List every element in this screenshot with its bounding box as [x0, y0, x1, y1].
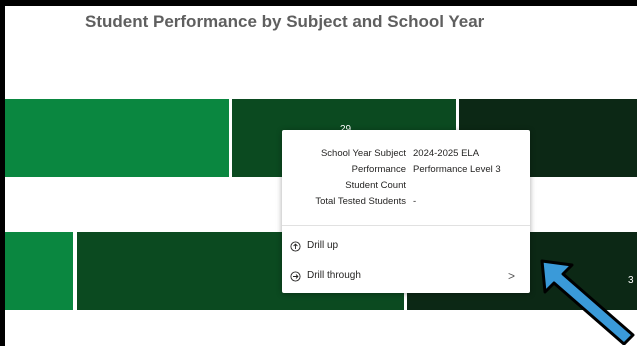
drill-through-label: Drill through	[307, 270, 361, 281]
data-point-tooltip: School Year Subject 2024-2025 ELA Perfor…	[282, 130, 530, 293]
drill-through-icon	[290, 264, 301, 288]
tooltip-value: Performance Level 3	[413, 164, 501, 175]
tooltip-divider	[282, 225, 530, 226]
tooltip-value: -	[413, 196, 417, 207]
tooltip-row-total-tested-students: Total Tested Students -	[282, 195, 530, 209]
drill-up-label: Drill up	[307, 240, 339, 251]
bar-row2-data-label: 3	[628, 275, 634, 286]
tooltip-value: 2024-2025 ELA	[413, 148, 480, 159]
annotation-arrow-icon	[540, 259, 635, 345]
tooltip-key: Total Tested Students	[315, 196, 406, 207]
drill-up-icon	[290, 234, 301, 258]
tooltip-row-performance: Performance Performance Level 3	[282, 163, 530, 177]
chevron-right-icon: >	[507, 269, 515, 283]
bar-row2-segment1[interactable]	[5, 232, 73, 310]
tooltip-key: School Year Subject	[320, 148, 406, 159]
chart-title: Student Performance by Subject and Schoo…	[85, 12, 485, 31]
bar-row1-data-label: 29	[340, 124, 351, 135]
tooltip-row-student-count: Student Count	[282, 179, 530, 193]
tooltip-key: Student Count	[345, 180, 406, 191]
tooltip-key: Performance	[351, 164, 406, 175]
drill-through-menu-item[interactable]: Drill through >	[282, 264, 530, 288]
report-canvas: Student Performance by Subject and Schoo…	[5, 6, 637, 346]
drill-up-menu-item[interactable]: Drill up	[282, 234, 530, 258]
tooltip-row-school-year-subject: School Year Subject 2024-2025 ELA	[282, 147, 530, 161]
bar-row1-segment1[interactable]	[5, 99, 229, 177]
